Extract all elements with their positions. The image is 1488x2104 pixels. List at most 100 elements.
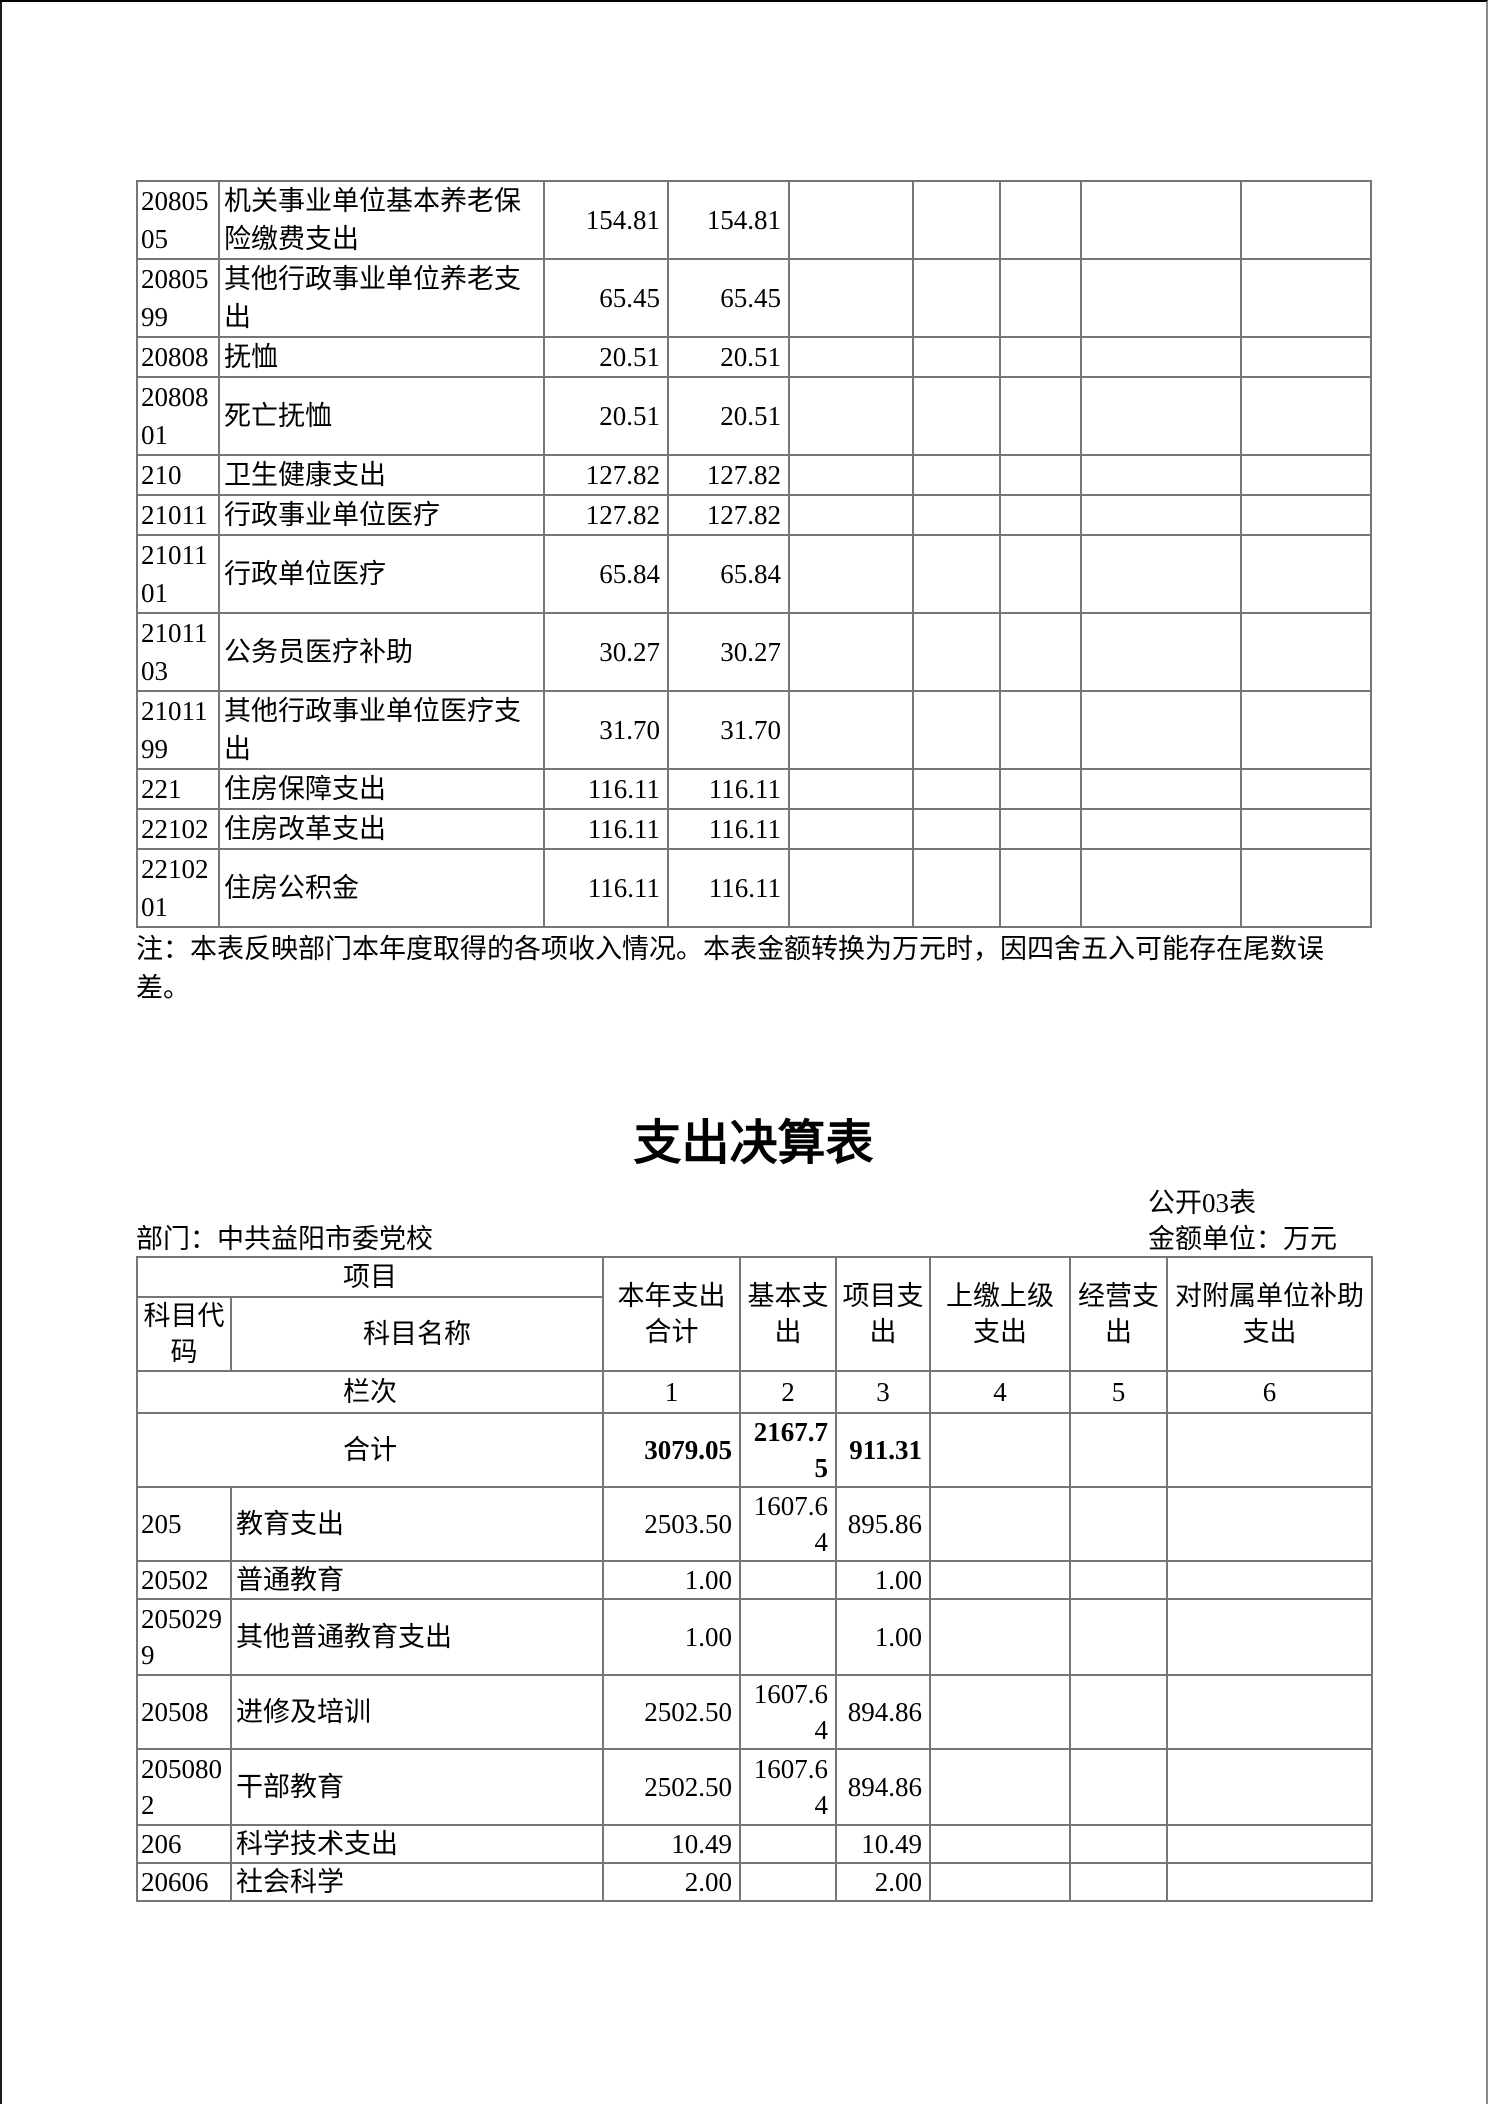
empty-cell xyxy=(1000,535,1081,613)
empty-cell xyxy=(1000,613,1081,691)
amount-cell: 1.00 xyxy=(836,1599,930,1675)
empty-cell xyxy=(1081,849,1241,927)
column-header-cell: 上缴上级支出 xyxy=(930,1257,1070,1371)
empty-cell xyxy=(913,495,1000,535)
amount-cell: 1.00 xyxy=(603,1599,740,1675)
empty-cell xyxy=(1241,337,1371,377)
subject-code-cell: 2101199 xyxy=(137,691,219,769)
empty-cell xyxy=(1081,181,1241,259)
empty-cell xyxy=(1167,1675,1372,1749)
amount-cell xyxy=(740,1863,836,1901)
amount-cell: 65.45 xyxy=(544,259,668,337)
rank-cell: 2 xyxy=(740,1371,836,1413)
subject-code-cell: 2101103 xyxy=(137,613,219,691)
empty-cell xyxy=(913,769,1000,809)
empty-cell xyxy=(913,181,1000,259)
table-row: 2101199 其他行政事业单位医疗支出 31.70 31.70 xyxy=(137,691,1371,769)
amount-cell: 895.86 xyxy=(836,1487,930,1561)
empty-cell xyxy=(1241,769,1371,809)
amount-cell: 1607.64 xyxy=(740,1487,836,1561)
subject-name-cell: 其他行政事业单位医疗支出 xyxy=(219,691,544,769)
table-row: 20606 社会科学 2.00 2.00 xyxy=(137,1863,1372,1901)
subject-name-cell: 其他普通教育支出 xyxy=(231,1599,603,1675)
amount-cell: 31.70 xyxy=(544,691,668,769)
table-meta-row: 部门：中共益阳市委党校 金额单位：万元 xyxy=(136,1222,1371,1256)
empty-cell xyxy=(1081,809,1241,849)
empty-cell xyxy=(913,259,1000,337)
empty-cell xyxy=(1070,1599,1167,1675)
subject-name-cell: 抚恤 xyxy=(219,337,544,377)
subject-name-cell: 住房保障支出 xyxy=(219,769,544,809)
empty-cell xyxy=(930,1487,1070,1561)
subject-name-cell: 教育支出 xyxy=(231,1487,603,1561)
subject-code-header-cell: 科目代码 xyxy=(137,1297,231,1371)
empty-cell xyxy=(1070,1487,1167,1561)
table-row: 210 卫生健康支出 127.82 127.82 xyxy=(137,455,1371,495)
project-header-cell: 项目 xyxy=(137,1257,603,1297)
amount-cell: 2503.50 xyxy=(603,1487,740,1561)
column-header-cell: 项目支出 xyxy=(836,1257,930,1371)
subject-code-cell: 2080505 xyxy=(137,181,219,259)
empty-cell xyxy=(913,455,1000,495)
empty-cell xyxy=(913,377,1000,455)
subject-name-cell: 行政事业单位医疗 xyxy=(219,495,544,535)
table-row: 205 教育支出 2503.50 1607.64 895.86 xyxy=(137,1487,1372,1561)
subject-code-cell: 22102 xyxy=(137,809,219,849)
amount-cell: 116.11 xyxy=(668,809,789,849)
amount-cell xyxy=(740,1599,836,1675)
empty-cell xyxy=(1000,849,1081,927)
rank-label-cell: 栏次 xyxy=(137,1371,603,1413)
rank-cell: 1 xyxy=(603,1371,740,1413)
subject-name-cell: 社会科学 xyxy=(231,1863,603,1901)
subject-name-cell: 住房公积金 xyxy=(219,849,544,927)
amount-cell: 65.45 xyxy=(668,259,789,337)
empty-cell xyxy=(913,809,1000,849)
table-row: 2050802 干部教育 2502.50 1607.64 894.86 xyxy=(137,1749,1372,1825)
table-row: 2101103 公务员医疗补助 30.27 30.27 xyxy=(137,613,1371,691)
empty-cell xyxy=(1241,613,1371,691)
subject-code-cell: 2080599 xyxy=(137,259,219,337)
amount-cell: 2502.50 xyxy=(603,1675,740,1749)
empty-cell xyxy=(1167,1863,1372,1901)
empty-cell xyxy=(1081,691,1241,769)
table-row: 20502 普通教育 1.00 1.00 xyxy=(137,1561,1372,1599)
table-row: 221 住房保障支出 116.11 116.11 xyxy=(137,769,1371,809)
amount-cell: 20.51 xyxy=(544,337,668,377)
empty-cell xyxy=(789,769,913,809)
empty-cell xyxy=(1241,455,1371,495)
subject-name-cell: 死亡抚恤 xyxy=(219,377,544,455)
subject-name-cell: 其他行政事业单位养老支出 xyxy=(219,259,544,337)
column-header-cell: 本年支出合计 xyxy=(603,1257,740,1371)
subject-code-cell: 20606 xyxy=(137,1863,231,1901)
empty-cell xyxy=(1000,691,1081,769)
amount-cell: 894.86 xyxy=(836,1675,930,1749)
empty-cell xyxy=(789,181,913,259)
total-row: 合计 3079.05 2167.75 911.31 xyxy=(137,1413,1372,1487)
page-title: 支出决算表 xyxy=(633,1117,874,1170)
empty-cell xyxy=(1070,1863,1167,1901)
table-row: 20808 抚恤 20.51 20.51 xyxy=(137,337,1371,377)
amount-cell: 10.49 xyxy=(603,1825,740,1863)
empty-cell xyxy=(1241,259,1371,337)
amount-cell: 20.51 xyxy=(668,337,789,377)
subject-name-cell: 机关事业单位基本养老保险缴费支出 xyxy=(219,181,544,259)
empty-cell xyxy=(1167,1561,1372,1599)
empty-cell xyxy=(1081,535,1241,613)
empty-cell xyxy=(913,337,1000,377)
rank-cell: 6 xyxy=(1167,1371,1372,1413)
subject-name-cell: 科学技术支出 xyxy=(231,1825,603,1863)
table-row: 2210201 住房公积金 116.11 116.11 xyxy=(137,849,1371,927)
empty-cell xyxy=(913,535,1000,613)
empty-cell xyxy=(1241,535,1371,613)
amount-cell: 127.82 xyxy=(544,495,668,535)
column-header-cell: 对附属单位补助支出 xyxy=(1167,1257,1372,1371)
subject-code-cell: 2050299 xyxy=(137,1599,231,1675)
empty-cell xyxy=(930,1825,1070,1863)
empty-cell xyxy=(1167,1749,1372,1825)
empty-cell xyxy=(930,1863,1070,1901)
rank-cell: 3 xyxy=(836,1371,930,1413)
amount-cell: 3079.05 xyxy=(603,1413,740,1487)
subject-name-cell: 卫生健康支出 xyxy=(219,455,544,495)
empty-cell xyxy=(1070,1749,1167,1825)
table-row: 2080599 其他行政事业单位养老支出 65.45 65.45 xyxy=(137,259,1371,337)
